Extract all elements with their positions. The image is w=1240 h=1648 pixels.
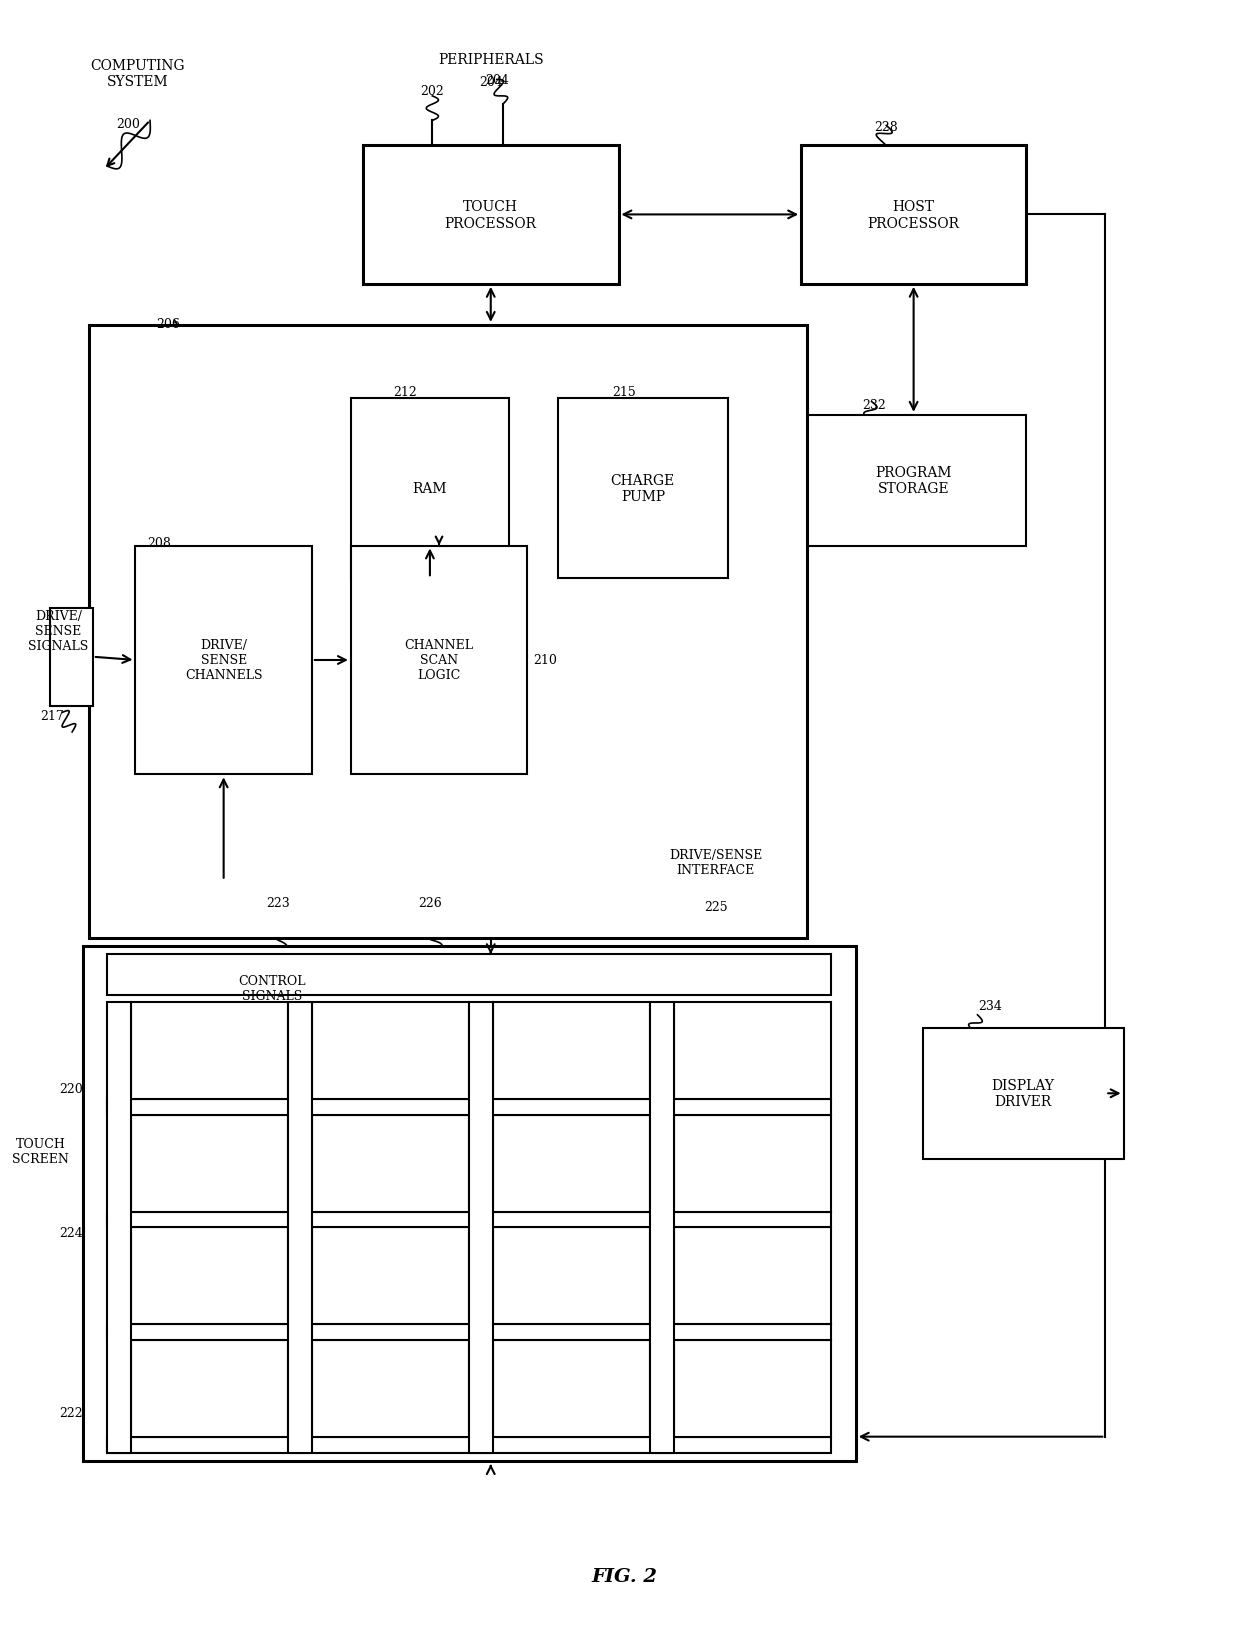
Bar (651, 1002, 675, 1454)
Text: DISPLAY
DRIVER: DISPLAY DRIVER (992, 1078, 1055, 1109)
Bar (675, 1340, 832, 1437)
Text: 220: 220 (60, 1083, 83, 1096)
Bar (351, 545, 527, 775)
Bar (51, 608, 93, 707)
Bar (675, 1228, 832, 1325)
Bar (108, 1099, 832, 1116)
Bar (312, 1340, 470, 1437)
Text: 206: 206 (156, 318, 180, 330)
Text: 200: 200 (117, 119, 140, 132)
Bar (801, 415, 1027, 545)
Text: CHANNEL
SCAN
LOGIC: CHANNEL SCAN LOGIC (404, 639, 474, 682)
Bar (470, 1002, 494, 1454)
Bar (494, 1228, 651, 1325)
Bar (351, 399, 508, 578)
Text: 217: 217 (41, 710, 64, 722)
Text: DRIVE/
SENSE
SIGNALS: DRIVE/ SENSE SIGNALS (29, 610, 88, 653)
Text: 208: 208 (148, 536, 171, 549)
Text: 215: 215 (613, 386, 636, 399)
Bar (135, 545, 312, 775)
Bar (108, 1211, 832, 1228)
Text: DRIVE/
SENSE
CHANNELS: DRIVE/ SENSE CHANNELS (185, 639, 263, 682)
Text: PROGRAM
STORAGE: PROGRAM STORAGE (875, 466, 952, 496)
Bar (801, 145, 1027, 285)
Bar (289, 1002, 312, 1454)
Bar (494, 1116, 651, 1211)
Bar (108, 1002, 131, 1454)
Text: FIG. 2: FIG. 2 (591, 1567, 657, 1585)
Text: PERIPHERALS: PERIPHERALS (438, 53, 543, 66)
Text: TOUCH
PROCESSOR: TOUCH PROCESSOR (445, 199, 537, 231)
Text: CONTROL
SIGNALS: CONTROL SIGNALS (238, 974, 305, 1002)
Bar (108, 1437, 832, 1454)
Text: 210: 210 (533, 654, 557, 667)
Bar (675, 1002, 832, 1099)
Bar (675, 1116, 832, 1211)
Text: COMPUTING
SYSTEM: COMPUTING SYSTEM (91, 59, 185, 89)
Bar (923, 1028, 1123, 1159)
Text: 226: 226 (418, 897, 441, 910)
Bar (558, 399, 728, 578)
Bar (312, 1116, 470, 1211)
Text: RAM: RAM (413, 481, 448, 496)
Bar (131, 1340, 289, 1437)
Text: 202: 202 (420, 86, 444, 99)
Text: 212: 212 (393, 386, 417, 399)
Text: CHARGE
PUMP: CHARGE PUMP (611, 475, 675, 504)
Bar (312, 1002, 470, 1099)
Text: TOUCH
SCREEN: TOUCH SCREEN (12, 1137, 69, 1165)
Bar (108, 954, 832, 995)
Text: 232: 232 (862, 399, 885, 412)
Bar (494, 1340, 651, 1437)
Text: HOST
PROCESSOR: HOST PROCESSOR (868, 199, 960, 231)
Bar (312, 1228, 470, 1325)
Text: 228: 228 (874, 122, 898, 135)
Bar (131, 1116, 289, 1211)
Text: 222: 222 (60, 1406, 83, 1419)
Text: 204: 204 (485, 74, 508, 87)
Text: 204: 204 (479, 76, 502, 89)
Bar (108, 1325, 832, 1340)
Text: DRIVE/SENSE
INTERFACE: DRIVE/SENSE INTERFACE (670, 849, 763, 877)
Bar (494, 1002, 651, 1099)
Text: 225: 225 (704, 901, 728, 913)
Bar (83, 946, 856, 1462)
Bar (131, 1002, 289, 1099)
Text: 223: 223 (265, 897, 290, 910)
Text: 224: 224 (60, 1226, 83, 1239)
Bar (363, 145, 619, 285)
Text: 234: 234 (977, 999, 1002, 1012)
Bar (89, 326, 807, 938)
Bar (131, 1228, 289, 1325)
